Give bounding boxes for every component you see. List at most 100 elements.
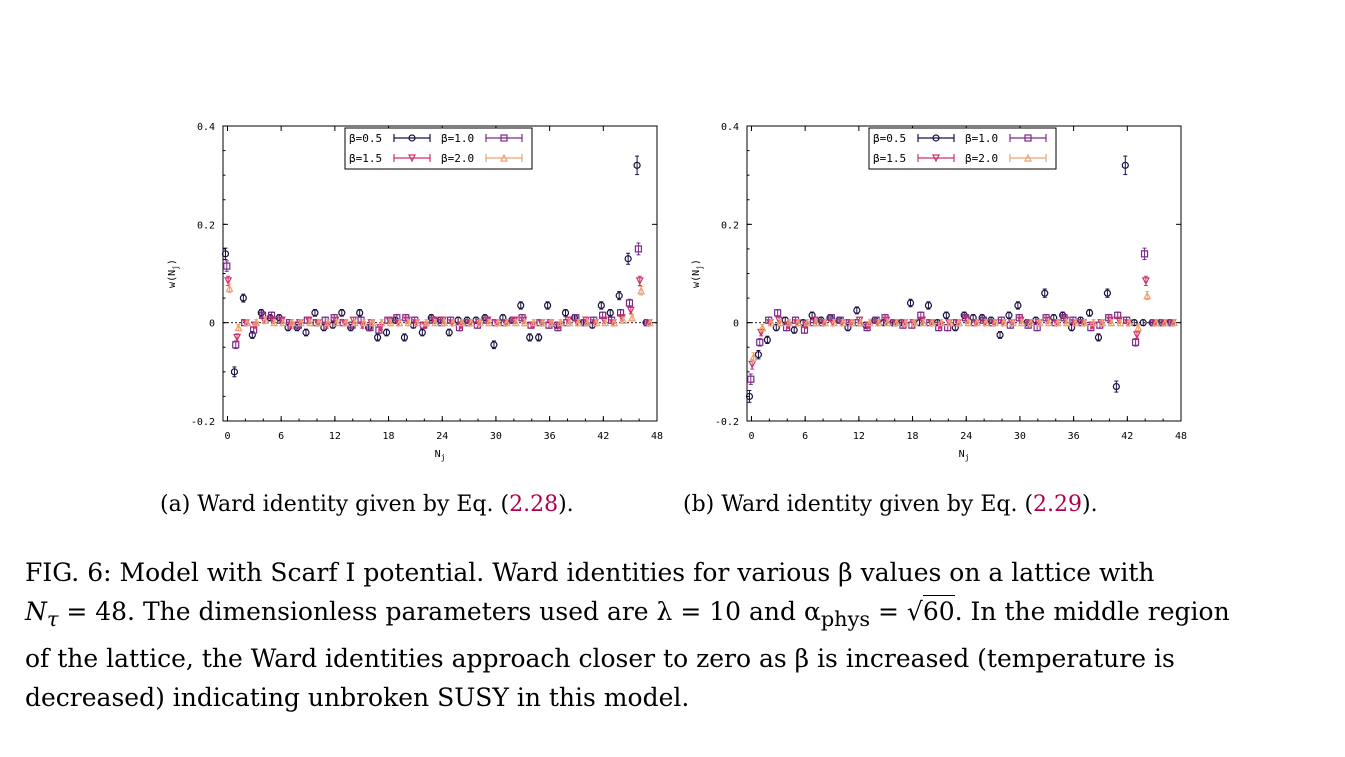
data-point — [288, 318, 297, 327]
data-point — [418, 328, 426, 337]
data-point — [1116, 318, 1125, 327]
data-point — [413, 318, 422, 327]
data-point — [572, 314, 580, 322]
data-point — [234, 323, 243, 332]
data-point — [341, 318, 350, 327]
legend-marker — [408, 134, 416, 142]
legend-label: β=0.5 — [873, 132, 906, 145]
caption-n-symbol: N — [25, 597, 47, 626]
data-point — [844, 323, 852, 332]
data-point — [221, 250, 230, 258]
data-point — [248, 331, 256, 339]
legend-marker — [500, 134, 508, 142]
data-point — [368, 318, 377, 327]
y-axis-title-sub: j — [695, 265, 704, 270]
x-tick-label: 0 — [224, 431, 230, 442]
subcaption-b-ref[interactable]: 2.29 — [1033, 492, 1083, 517]
x-tick-label: 18 — [907, 431, 919, 442]
data-point — [1071, 318, 1080, 327]
data-point — [1140, 250, 1149, 258]
data-point — [856, 318, 865, 327]
subcaption-b-text: (b) Ward identity given by Eq. ( — [683, 492, 1034, 517]
subcaption-a-ref[interactable]: 2.28 — [509, 492, 559, 517]
data-point — [619, 315, 628, 324]
data-point — [386, 318, 395, 327]
data-point — [1141, 277, 1150, 286]
data-point — [382, 328, 391, 337]
caption-line-2: Nτ = 48. The dimensionless parameters us… — [25, 592, 1325, 639]
data-point — [440, 318, 449, 327]
data-point — [511, 318, 520, 327]
data-point — [476, 318, 485, 327]
caption-line-2-b: = 48. The dimensionless parameters used … — [58, 597, 821, 626]
data-point — [400, 333, 409, 342]
legend-label: β=2.0 — [441, 152, 474, 165]
data-point — [790, 326, 798, 334]
data-point — [565, 318, 574, 327]
data-point — [754, 351, 763, 359]
data-point — [279, 318, 288, 327]
data-point — [955, 318, 964, 327]
data-point — [225, 283, 234, 292]
y-axis-title: w(Nj) — [691, 259, 704, 288]
data-point — [803, 318, 812, 327]
data-point — [252, 318, 261, 327]
data-point — [800, 326, 809, 334]
data-point — [1132, 331, 1141, 340]
data-point — [493, 318, 502, 327]
data-point — [610, 318, 619, 327]
data-point — [270, 318, 279, 327]
data-point — [449, 318, 458, 327]
data-point — [745, 392, 754, 401]
data-point — [774, 309, 782, 317]
data-point — [232, 341, 240, 349]
series-β=2.0 — [225, 283, 655, 332]
subcaption-b: (b) Ward identity given by Eq. (2.29). — [683, 492, 1098, 517]
data-point — [1143, 291, 1152, 300]
data-point — [431, 318, 440, 327]
series-β=1.0 — [223, 242, 651, 350]
y-axis-title: w(Nj) — [167, 259, 180, 288]
data-point — [258, 311, 267, 319]
x-tick-label: 48 — [651, 431, 663, 442]
data-point — [839, 318, 847, 327]
y-tick-label: -0.2 — [715, 417, 739, 428]
data-point — [520, 318, 529, 327]
data-point — [827, 314, 835, 322]
data-point — [1112, 382, 1120, 391]
subcaption-a-end: ). — [558, 492, 574, 517]
data-point — [996, 331, 1004, 339]
data-point — [1035, 318, 1044, 327]
data-point — [973, 318, 982, 327]
data-point — [350, 318, 359, 327]
data-point — [373, 333, 382, 342]
chart-panel-a: 0 6 12 18 24 30 36 42 48-0.200.20.4Njw(Nj)β=0.5β… — [167, 122, 663, 462]
data-point — [393, 314, 401, 322]
data-point — [1107, 318, 1116, 327]
x-tick-label: 24 — [436, 431, 448, 442]
x-tick-label: 6 — [802, 431, 808, 442]
data-point — [615, 292, 623, 300]
caption-line-4: decreased) indicating unbroken SUSY in t… — [25, 683, 690, 712]
data-point — [1000, 318, 1009, 327]
data-point — [1009, 318, 1017, 327]
x-tick-label: 18 — [383, 431, 395, 442]
data-point — [547, 318, 556, 327]
data-point — [772, 323, 780, 332]
x-axis-title-sub: j — [965, 453, 970, 462]
y-tick-label: 0 — [209, 319, 215, 330]
data-point — [794, 318, 803, 327]
legend-marker — [932, 134, 940, 142]
data-point — [230, 368, 239, 376]
legend-label: β=0.5 — [349, 132, 382, 145]
data-point — [785, 318, 794, 327]
legend-label: β=1.5 — [873, 152, 906, 165]
data-point — [1094, 333, 1103, 342]
data-point — [224, 277, 233, 286]
data-point — [892, 318, 901, 327]
data-point — [338, 309, 346, 317]
data-point — [946, 318, 955, 327]
legend-label: β=2.0 — [965, 152, 998, 165]
figure-caption: FIG. 6: Model with Scarf I potential. Wa… — [25, 553, 1325, 717]
